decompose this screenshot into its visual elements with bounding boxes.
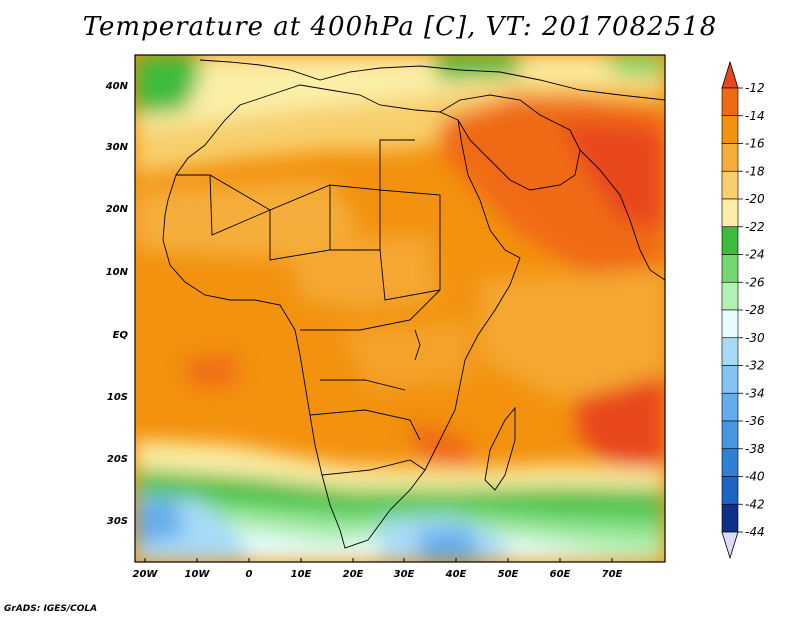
lat-tick-label: 30S (107, 516, 128, 527)
lon-tick-label: 20W (133, 569, 159, 580)
lon-tick-label: 70E (602, 569, 623, 580)
lat-tick-label: 20N (106, 204, 129, 215)
lon-tick-label: 60E (550, 569, 571, 580)
lon-tick-label: 50E (498, 569, 519, 580)
colorbar-swatch (721, 170, 739, 200)
colorbar-label: -14 (745, 109, 765, 123)
colorbar-label: -36 (745, 414, 765, 428)
colorbar-label: -44 (745, 525, 765, 539)
lat-tick-label: 40N (105, 81, 129, 92)
colorbar-swatch (721, 448, 739, 477)
lon-tick-label: 30E (394, 569, 415, 580)
colorbar-label: -12 (745, 81, 765, 95)
colorbar-label: -22 (745, 220, 765, 234)
lon-tick-label: 20E (343, 569, 364, 580)
colorbar: -12 -14 -16 -18 -20 -22 -24 -26 -28 -30 -32 -34 -36 -… (721, 60, 765, 560)
lat-tick-label: EQ (113, 330, 129, 341)
frame-ticks (144, 558, 613, 562)
colorbar-label: -18 (745, 164, 765, 178)
colorbar-swatch (721, 143, 739, 172)
map-frame (134, 54, 666, 563)
colorbar-label: -30 (745, 331, 765, 345)
lat-tick-label: 10S (107, 392, 128, 403)
colorbar-swatch (721, 420, 739, 450)
colorbar-bottom-arrow (721, 531, 739, 560)
colorbar-swatch (721, 87, 739, 117)
colorbar-swatch (721, 476, 739, 505)
lon-tick-label: 10E (291, 569, 312, 580)
lon-tick-label: 40E (445, 569, 467, 580)
colorbar-label: -28 (745, 303, 765, 317)
colorbar-label: -32 (745, 359, 765, 373)
colorbar-swatch (721, 115, 739, 144)
colorbar-label: -20 (745, 192, 765, 206)
colorbar-swatch (721, 226, 739, 255)
credit-text: GrADS: IGES/COLA (4, 604, 98, 614)
lat-tick-label: 20S (107, 454, 128, 465)
colorbar-label: -40 (745, 470, 765, 484)
colorbar-label: -24 (745, 248, 765, 262)
lat-tick-labels: 40N 30N 20N 10N EQ 10S 20S 30S (105, 81, 129, 527)
colorbar-label: -42 (745, 497, 765, 511)
colorbar-swatch (721, 198, 739, 228)
map-title: Temperature at 400hPa [C], VT: 201708251… (82, 12, 718, 42)
colorbar-swatch (721, 392, 739, 422)
lat-tick-label: 10N (106, 267, 129, 278)
colorbar-swatch (721, 309, 739, 339)
lon-tick-labels: 20W 10W 0 10E 20E 30E 40E 50E 60E 70E (133, 569, 623, 580)
colorbar-top-arrow (721, 60, 739, 89)
colorbar-label: -34 (745, 386, 765, 400)
coastlines (162, 59, 665, 549)
lat-tick-label: 30N (106, 142, 129, 153)
colorbar-swatch (721, 281, 739, 311)
colorbar-label: -16 (745, 137, 765, 151)
colorbar-swatch (721, 365, 739, 394)
lon-tick-label: 10W (185, 569, 211, 580)
colorbar-swatch (721, 254, 739, 283)
colorbar-swatch (721, 503, 739, 533)
colorbar-label: -38 (745, 442, 765, 456)
temperature-field (135, 55, 665, 562)
lon-tick-label: 0 (246, 569, 253, 580)
colorbar-label: -26 (745, 275, 765, 289)
colorbar-swatch (721, 337, 739, 366)
